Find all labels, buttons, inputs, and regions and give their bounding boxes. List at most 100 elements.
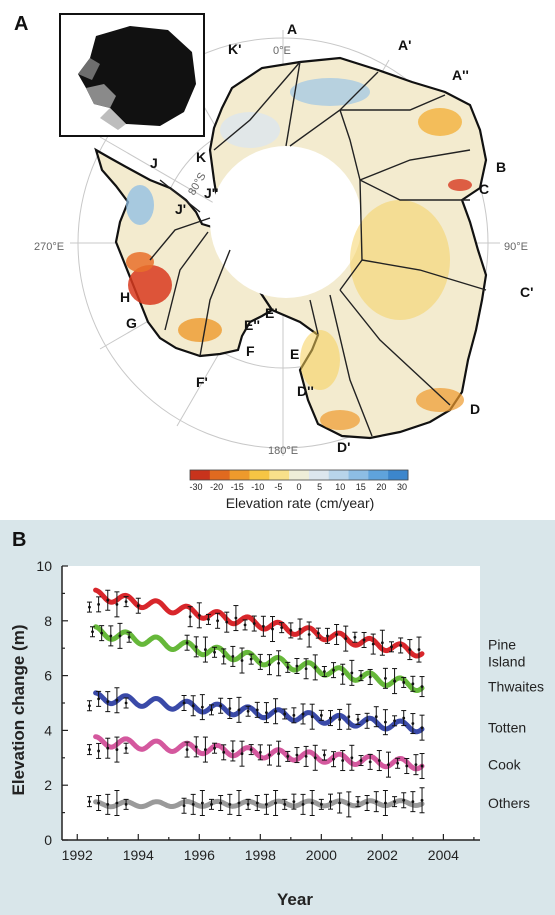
data-point: [402, 798, 406, 802]
sector-label: G: [126, 315, 137, 331]
data-point: [338, 801, 342, 805]
x-axis-title: Year: [277, 890, 313, 909]
colorbar-swatch: [368, 470, 389, 480]
data-point: [298, 627, 302, 631]
data-point: [356, 718, 360, 721]
drainage-divides: [149, 61, 487, 437]
data-point: [322, 670, 326, 673]
data-point: [326, 634, 329, 638]
data-point: [265, 711, 268, 714]
colorbar-tick-label: 5: [317, 482, 322, 492]
data-point: [377, 759, 381, 762]
data-point: [414, 763, 418, 767]
sector-label: C: [479, 181, 489, 197]
series-totten: [86, 687, 425, 741]
inset-region-dark: [78, 58, 100, 80]
data-point: [384, 720, 387, 724]
colorbar-swatch: [190, 470, 211, 480]
sector-label: D': [337, 439, 350, 455]
data-point: [374, 715, 378, 719]
data-point: [411, 800, 415, 804]
patch-victoria: [320, 410, 360, 430]
data-point: [191, 802, 195, 806]
patch-wilkes: [350, 200, 450, 320]
patch-dronning-maud: [290, 78, 370, 106]
inset-locator-map: [59, 13, 205, 137]
data-point: [292, 800, 296, 804]
colorbar-tick-label: -30: [189, 482, 202, 492]
data-point: [283, 802, 287, 806]
panel-a-letter: A: [14, 13, 28, 35]
data-point: [344, 637, 348, 641]
data-point: [124, 600, 128, 604]
data-point: [246, 802, 250, 806]
sector-label: J'': [204, 185, 218, 201]
data-point: [97, 749, 101, 753]
data-point: [301, 712, 305, 716]
data-point: [249, 657, 253, 661]
data-point: [210, 708, 213, 712]
x-tick-label: 2000: [306, 847, 337, 863]
data-point: [222, 750, 226, 754]
data-point: [341, 759, 345, 762]
chart-panel: B Pine Island Thwaites Totten Cook Others 199…: [0, 520, 555, 915]
colorbar-tick-label: 0: [296, 482, 301, 492]
elevation-rate-patches: [126, 78, 472, 430]
x-tick-label: 1996: [184, 847, 215, 863]
panel-b-letter: B: [12, 529, 26, 551]
data-point: [234, 616, 238, 620]
data-point: [310, 715, 314, 719]
y-tick-label: 8: [44, 613, 52, 629]
data-point: [322, 753, 326, 757]
data-point: [88, 605, 91, 609]
data-point: [408, 648, 412, 651]
data-point: [194, 745, 198, 749]
data-point: [316, 631, 320, 635]
divide-a: [285, 61, 301, 147]
series-label-thwaites: Thwaites: [488, 679, 544, 695]
divide-d: [339, 289, 451, 406]
data-point: [356, 800, 360, 804]
divide-j: [159, 179, 201, 213]
data-point: [368, 675, 372, 679]
data-point: [237, 708, 241, 712]
data-point: [365, 719, 369, 723]
data-point: [246, 709, 250, 713]
data-point: [213, 650, 216, 654]
colorbar-tick-label: 15: [356, 482, 366, 492]
patch-totten: [416, 388, 464, 412]
colorbar-tick-label: 20: [376, 482, 386, 492]
data-point: [313, 756, 317, 760]
y-tick-label: 0: [44, 832, 52, 848]
data-point: [405, 764, 409, 768]
data-point: [310, 801, 314, 805]
data-point: [390, 645, 393, 649]
meridian-label-180: 180°E: [268, 445, 298, 457]
data-point: [271, 627, 274, 631]
y-tick-label: 6: [44, 668, 52, 684]
series-model-line: [93, 734, 425, 772]
series-pine-island: [86, 587, 425, 663]
sector-label: H: [120, 289, 130, 305]
data-point: [216, 619, 220, 623]
patch-lambert: [448, 179, 472, 191]
data-point: [393, 719, 396, 723]
data-point: [225, 620, 229, 624]
colorbar-swatch: [308, 470, 330, 480]
data-point: [106, 746, 110, 750]
data-point: [371, 642, 375, 646]
y-tick-label: 10: [36, 558, 52, 574]
data-point: [420, 798, 424, 802]
data-point: [124, 746, 128, 750]
data-point: [182, 804, 186, 808]
x-tick-label: 1998: [245, 847, 276, 863]
inset-region-gray: [86, 84, 116, 108]
data-point: [194, 645, 198, 649]
data-point: [332, 757, 335, 761]
patch-amery: [418, 108, 462, 136]
data-point: [115, 698, 119, 702]
data-point: [402, 716, 406, 720]
patch-peninsula: [126, 185, 154, 225]
data-point: [100, 631, 104, 635]
colorbar-swatch: [328, 470, 350, 480]
